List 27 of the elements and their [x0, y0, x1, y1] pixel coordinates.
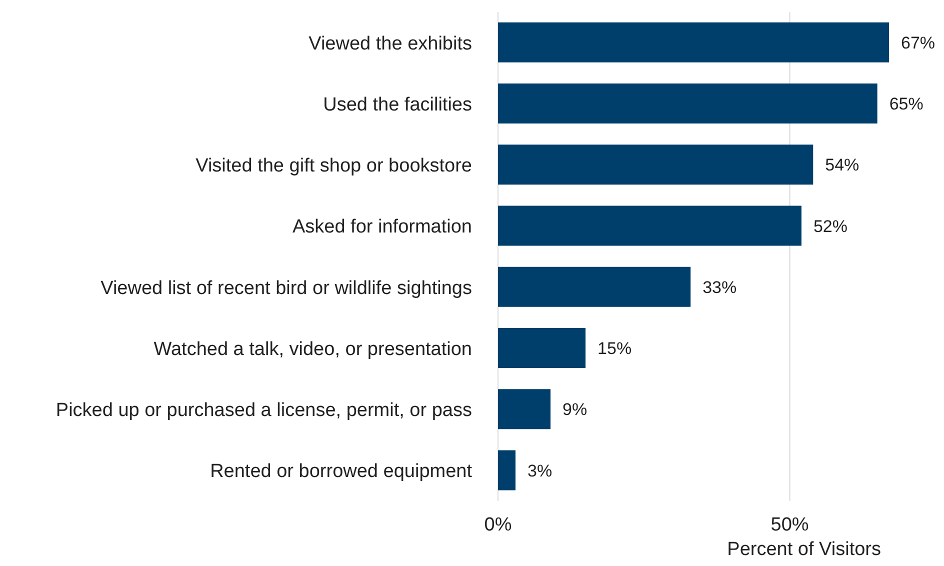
x-tick-label: 0%	[484, 514, 512, 536]
data-label: 9%	[562, 400, 588, 420]
x-axis-title: Percent of Visitors	[727, 539, 881, 560]
y-tick-label: Picked up or purchased a license, permit, or pass	[56, 400, 472, 422]
data-label: 65%	[889, 94, 924, 114]
data-label: 67%	[901, 33, 936, 52]
data-label: 15%	[598, 339, 632, 358]
bar	[498, 84, 878, 124]
data-label: 54%	[825, 156, 860, 175]
bar	[498, 144, 814, 185]
bar	[498, 22, 889, 62]
y-tick-label: Rented or borrowed equipment	[210, 461, 473, 482]
bar	[498, 206, 802, 246]
x-tick-label: 50%	[770, 514, 809, 536]
y-tick-label: Viewed the exhibits	[308, 33, 472, 54]
y-tick-label: Used the facilities	[323, 94, 472, 116]
data-label: 3%	[528, 461, 552, 480]
y-tick-label: Asked for information	[292, 216, 472, 238]
data-label: 33%	[702, 278, 737, 297]
data-label: 52%	[813, 216, 848, 236]
y-tick-label: Visited the gift shop or bookstore	[196, 156, 472, 177]
bar	[498, 266, 691, 307]
y-tick-label: Watched a talk, video, or presentation	[154, 338, 472, 360]
y-tick-label: Viewed list of recent bird or wildlife sightings	[100, 278, 472, 299]
bar	[498, 450, 516, 490]
bar	[498, 328, 586, 368]
bar	[498, 389, 551, 430]
